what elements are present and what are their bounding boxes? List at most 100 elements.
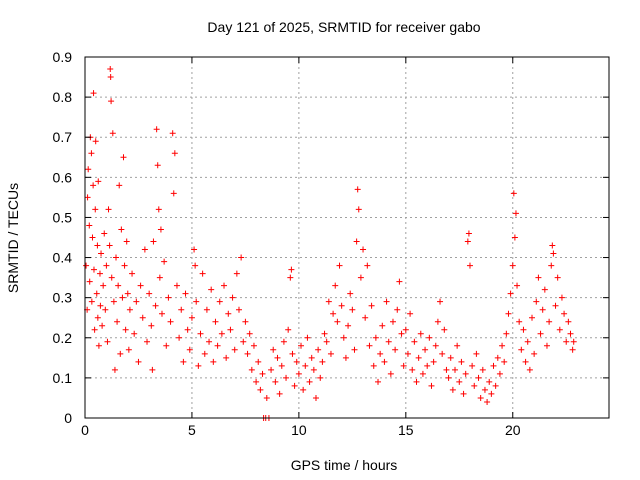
data-point	[548, 262, 555, 269]
data-point	[135, 358, 142, 365]
data-point	[381, 358, 388, 365]
data-point	[216, 298, 223, 305]
data-point	[496, 370, 503, 377]
data-point	[347, 290, 354, 297]
data-point	[153, 126, 160, 133]
y-tick-label: 0.9	[53, 49, 73, 65]
data-point	[158, 310, 165, 317]
data-point	[221, 282, 228, 289]
y-tick-label: 0.3	[53, 290, 73, 306]
data-point	[512, 210, 519, 217]
data-point	[439, 350, 446, 357]
data-point	[108, 98, 115, 105]
data-point	[263, 394, 270, 401]
data-point	[218, 330, 225, 337]
data-point	[88, 150, 95, 157]
data-point	[479, 366, 486, 373]
data-point	[129, 270, 136, 277]
data-point	[137, 282, 144, 289]
data-point	[370, 362, 377, 369]
data-point	[533, 298, 540, 305]
data-point	[413, 378, 420, 385]
data-point	[114, 318, 121, 325]
data-point	[510, 190, 517, 197]
data-point	[514, 282, 521, 289]
data-point	[520, 326, 527, 333]
data-point	[304, 334, 311, 341]
data-point	[321, 330, 328, 337]
data-point	[415, 354, 422, 361]
data-point	[400, 362, 407, 369]
data-point	[107, 74, 114, 81]
data-point	[298, 342, 305, 349]
data-point	[250, 342, 257, 349]
data-point	[428, 382, 435, 389]
data-point	[163, 342, 170, 349]
chart-title: Day 121 of 2025, SRMTID for receiver gab…	[207, 19, 480, 35]
data-point	[150, 238, 157, 245]
data-point	[117, 350, 124, 357]
y-tick-label: 0.6	[53, 169, 73, 185]
data-point	[133, 298, 140, 305]
data-point	[351, 346, 358, 353]
data-point	[104, 338, 111, 345]
data-point	[490, 362, 497, 369]
data-point	[170, 190, 177, 197]
data-point	[238, 254, 245, 261]
data-point	[327, 350, 334, 357]
data-point	[539, 306, 546, 313]
data-point	[389, 318, 396, 325]
data-point	[91, 326, 98, 333]
data-point	[146, 290, 153, 297]
data-point	[355, 206, 362, 213]
data-point	[465, 230, 472, 237]
data-point	[499, 342, 506, 349]
data-point	[308, 354, 315, 361]
data-point	[201, 350, 208, 357]
data-point	[543, 342, 550, 349]
data-point	[223, 354, 230, 361]
data-point	[407, 310, 414, 317]
data-point	[169, 130, 176, 137]
x-tick-label: 20	[505, 422, 521, 438]
data-point	[289, 350, 296, 357]
data-point	[83, 262, 90, 269]
data-point	[227, 326, 234, 333]
data-point	[569, 346, 576, 353]
data-point	[115, 282, 122, 289]
data-point	[458, 358, 465, 365]
data-point	[122, 326, 129, 333]
data-point	[452, 366, 459, 373]
data-point	[288, 266, 295, 273]
data-point	[182, 290, 189, 297]
x-tick-label: 10	[291, 422, 307, 438]
data-point	[475, 374, 482, 381]
data-point	[92, 206, 99, 213]
data-point	[317, 374, 324, 381]
data-point	[90, 266, 97, 273]
data-point	[95, 178, 102, 185]
data-point	[121, 262, 128, 269]
data-point	[102, 306, 109, 313]
data-point	[509, 262, 516, 269]
data-point	[210, 358, 217, 365]
data-point	[342, 354, 349, 361]
data-point	[206, 338, 213, 345]
data-point	[105, 206, 112, 213]
y-tick-label: 0.5	[53, 209, 73, 225]
data-point	[364, 262, 371, 269]
data-point	[259, 370, 266, 377]
data-point	[447, 354, 454, 361]
y-tick-label: 0.7	[53, 129, 73, 145]
data-point	[422, 346, 429, 353]
data-point	[554, 274, 561, 281]
data-point	[165, 294, 172, 301]
data-point	[89, 234, 96, 241]
data-point	[113, 254, 120, 261]
data-point	[235, 306, 242, 313]
data-point	[225, 310, 232, 317]
data-point	[188, 314, 195, 321]
data-point	[360, 246, 367, 253]
data-point	[507, 290, 514, 297]
data-point	[409, 366, 416, 373]
